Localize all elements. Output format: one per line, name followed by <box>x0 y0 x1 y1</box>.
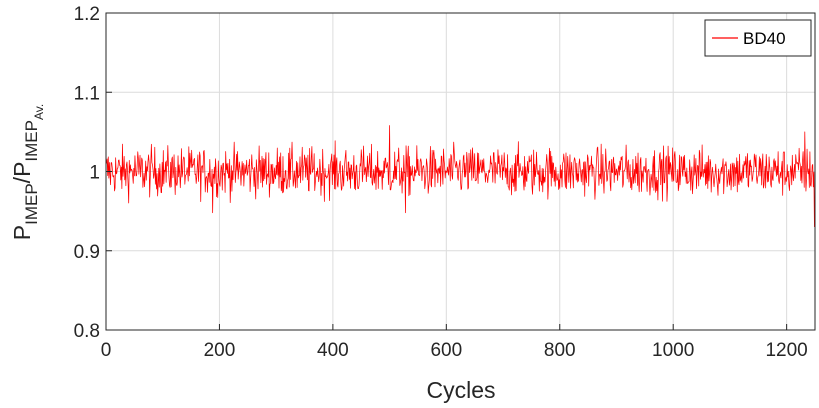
x-tick-label: 1000 <box>652 340 694 361</box>
x-tick-label: 1200 <box>765 340 807 361</box>
y-tick-label: 1 <box>89 163 100 184</box>
y-axis-title-slash: / <box>9 176 35 183</box>
x-tick-label: 800 <box>544 340 576 361</box>
y-axis: 0.8 0.9 1 1.1 1.2 <box>74 4 112 342</box>
y-tick-label: 1.1 <box>74 83 100 104</box>
legend: BD40 <box>704 19 812 57</box>
x-axis-title: Cycles <box>426 377 495 403</box>
y-axis-title-den-base: P <box>9 162 35 177</box>
y-axis-title-base: P <box>9 225 35 240</box>
series-group <box>105 125 815 227</box>
y-axis-title-sub: IMEP <box>22 183 41 225</box>
series-line-bd40 <box>105 125 815 227</box>
x-tick-label: 600 <box>430 340 462 361</box>
y-tick-label: 1.2 <box>74 4 100 25</box>
x-tick-label: 200 <box>204 340 236 361</box>
y-axis-title-den-subsub: Av. <box>32 104 46 120</box>
y-axis-title: PIMEP/PIMEPAv. <box>9 104 46 240</box>
y-tick-label: 0.9 <box>74 242 100 263</box>
y-tick-label: 0.8 <box>74 321 100 342</box>
x-tick-label: 0 <box>101 340 112 361</box>
x-tick-label: 400 <box>317 340 349 361</box>
y-axis-title-den-sub: IMEP <box>22 120 41 162</box>
legend-label: BD40 <box>743 29 786 48</box>
x-axis: 0 200 400 600 800 1000 1200 <box>101 324 808 361</box>
